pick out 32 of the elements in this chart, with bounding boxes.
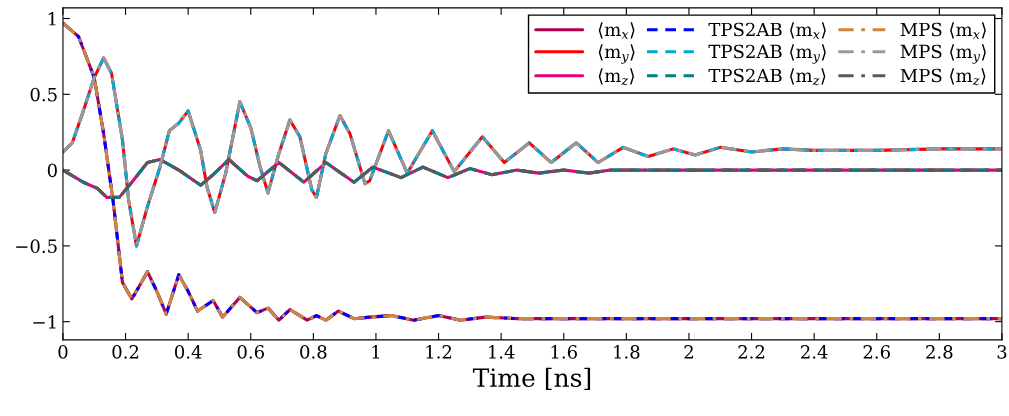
legend-label: TPS2AB ⟨m$_{x}$⟩ [708,22,826,39]
x-tick-label: 2.8 [926,345,953,359]
x-tick-label: 0.2 [112,345,139,359]
y-tick-label: 1 [48,11,56,26]
x-tick-label: 2.2 [738,345,765,359]
legend-label: ⟨m$_{y}$⟩ [598,44,635,64]
line-series [62,21,1002,322]
y-tick-label: 0.5 [30,87,57,102]
x-tick-label: 0.8 [300,345,327,359]
legend-label: TPS2AB ⟨m$_{y}$⟩ [708,44,826,64]
x-tick-label: 1 [372,345,380,359]
x-tick-label: 0.6 [237,345,264,359]
legend-label: MPS ⟨m$_{y}$⟩ [900,44,986,64]
y-tick-label: −1 [33,315,56,329]
legend-label: TPS2AB ⟨m$_{z}$⟩ [708,68,826,86]
x-tick-label: 2.6 [863,345,890,359]
x-tick-label: 2 [684,345,693,359]
x-axis-title: Time [ns] [472,367,591,391]
legend-label: MPS ⟨m$_{z}$⟩ [900,68,986,86]
x-tick-label: 1.2 [426,345,452,359]
legend-label: ⟨m$_{x}$⟩ [598,22,635,39]
y-tick-label: −0.5 [16,239,57,254]
x-tick-label: 1.4 [489,345,515,359]
x-tick-label: 3 [997,345,1007,359]
x-tick-label: 2.4 [801,345,828,359]
x-tick-label: 1.6 [551,345,577,359]
x-tick-label: 0.4 [174,345,202,359]
legend-label: MPS ⟨m$_{x}$⟩ [900,22,986,39]
x-tick-label: 1.8 [614,345,640,359]
legend-label: ⟨m$_{z}$⟩ [598,68,635,86]
y-tick-label: 0 [47,163,57,178]
x-tick-label: 0 [58,345,68,359]
